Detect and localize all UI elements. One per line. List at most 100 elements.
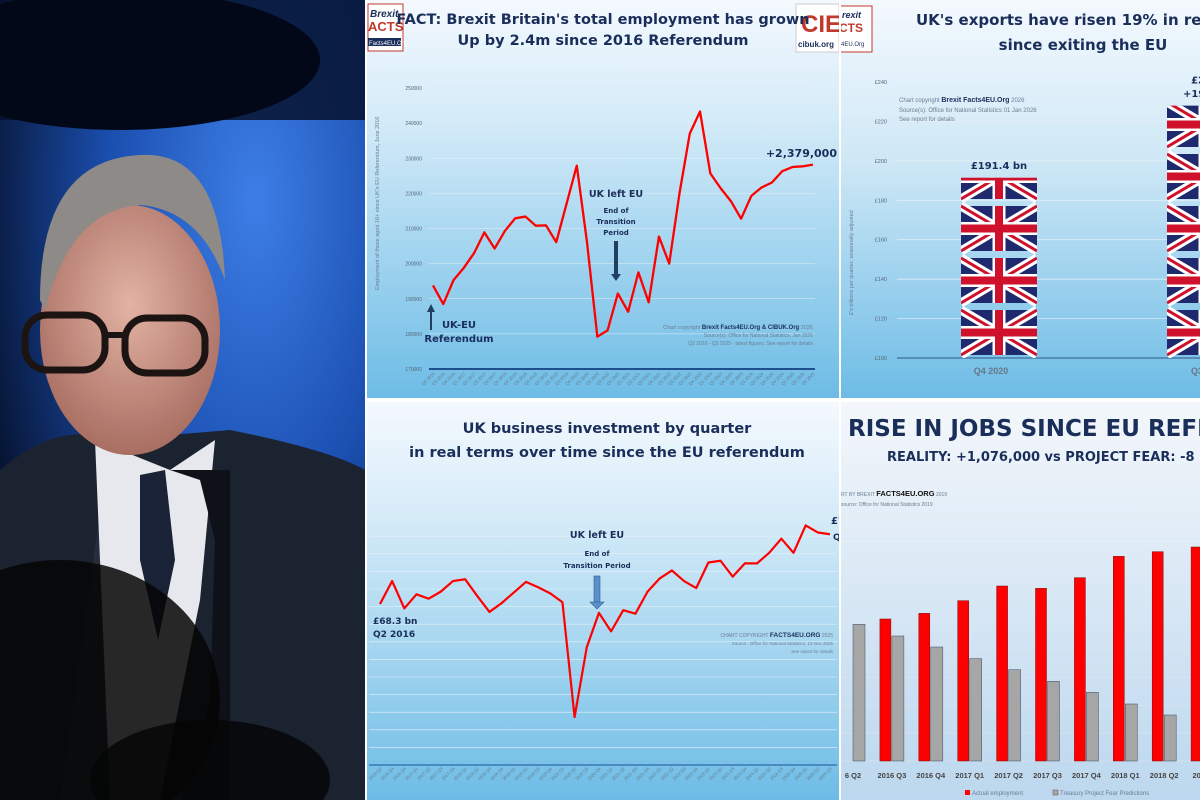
change-label: +19	[1183, 89, 1200, 100]
svg-text:Chart copyright Brexit Facts4E: Chart copyright Brexit Facts4EU.Org & CI…	[663, 325, 813, 331]
x-tick-label: 2016 Q4	[916, 771, 946, 780]
svg-text:ACTS: ACTS	[368, 19, 404, 34]
chart-title: FACT: Brexit Britain's total employment …	[396, 12, 809, 28]
x-tick-label: 2017 Q3	[1033, 771, 1062, 780]
svg-text:UK left EU: UK left EU	[589, 189, 643, 200]
union-jack-icon	[1167, 154, 1200, 199]
employment-line	[431, 110, 814, 338]
x-tick-label: 2017 Q4	[1072, 771, 1102, 780]
y-tick-label: 170000	[405, 367, 422, 373]
bar-value-label: £191.4 bn	[971, 161, 1027, 172]
credits: CHART COPYRIGHT FACTS4EU.ORG 2025 Source…	[720, 632, 833, 654]
brexit-facts-logo: Brexit ACTS Facts4EU.Org	[367, 3, 407, 52]
bar-project-fear	[1047, 681, 1060, 762]
brexit-annotation: UK left EU End of Transition Period	[589, 189, 643, 281]
union-jack-icon	[1167, 310, 1200, 355]
legend-swatch-actual	[965, 790, 970, 795]
y-tick-label: 200000	[405, 262, 422, 268]
y-tick-label: 210000	[405, 227, 422, 233]
x-tick-label: 2018 Q2	[1150, 771, 1179, 780]
x-tick-label: 2017 Q2	[994, 771, 1023, 780]
bar-project-fear	[930, 646, 944, 762]
bar-actual-employment	[1035, 588, 1047, 762]
svg-text:Q2 2016: Q2 2016	[373, 630, 415, 640]
bar-project-fear	[891, 635, 905, 762]
union-jack-icon	[1167, 102, 1200, 147]
bar-project-fear	[1008, 669, 1021, 762]
x-tick-label: Q4 2020	[974, 366, 1009, 376]
svg-text:CHART COPYRIGHT FACTS4EU.ORG 2: CHART COPYRIGHT FACTS4EU.ORG 2025	[720, 632, 833, 639]
svg-text:UK-EU: UK-EU	[442, 320, 476, 331]
brexit-facts-logo: rexit CTS 4EU.Org	[841, 5, 873, 53]
chart-title: UK business investment by quarter	[463, 421, 752, 437]
x-tick-label: Q3	[1191, 366, 1200, 376]
y-tick-label: £220	[875, 119, 887, 125]
cibuk-logo-text: cibuk.org	[798, 40, 834, 49]
svg-text:Transition: Transition	[596, 218, 635, 226]
y-tick-label: £160	[875, 238, 887, 244]
y-tick-label: 230000	[405, 156, 422, 162]
svg-text:£7: £7	[831, 516, 839, 527]
svg-text:Period: Period	[603, 229, 629, 237]
y-axis-label: Employment of those aged 16+ since UK's …	[375, 117, 381, 290]
svg-text:Source(s): Office for National: Source(s): Office for National Statistic…	[704, 333, 813, 339]
svg-text:CTS: CTS	[841, 21, 863, 35]
business-investment-chart: UK business investment by quarter in rea…	[367, 402, 839, 800]
bar-actual-employment	[957, 600, 969, 762]
x-tick-label: 6 Q2	[845, 771, 861, 780]
bar-value-label: £228	[1191, 76, 1200, 87]
legend-swatch-fear	[1052, 789, 1059, 796]
y-tick-label: 190000	[405, 297, 422, 303]
x-tick-label: 2016 Q3	[878, 771, 907, 780]
photo	[0, 0, 365, 800]
svg-text:source: Office for National St: source: Office for National Statistics 2…	[841, 502, 933, 508]
svg-text:Source : Office for National S: Source : Office for National Statistics,…	[732, 641, 834, 646]
chart-background	[367, 402, 839, 800]
x-tick-label: 2018 (	[1192, 771, 1200, 780]
union-jack-icon	[961, 206, 1037, 251]
legend-label-actual: Actual employment	[972, 791, 1023, 797]
bar-actual-employment	[879, 618, 892, 762]
chart-subtitle: in real terms over time since the EU ref…	[409, 445, 805, 461]
y-tick-label: £180	[875, 198, 887, 204]
svg-text:See report for details: See report for details	[899, 117, 955, 123]
y-tick-label: 240000	[405, 121, 422, 127]
chart-background	[367, 0, 839, 398]
svg-text:rexit: rexit	[842, 10, 862, 20]
svg-text:End of: End of	[603, 207, 629, 215]
svg-text:UK left EU: UK left EU	[570, 530, 624, 541]
y-tick-label: 250000	[405, 86, 422, 92]
employment-chart: Brexit ACTS Facts4EU.Org CIE cibuk.org F…	[367, 0, 839, 398]
chart-subtitle: since exiting the EU	[999, 36, 1168, 54]
referendum-annotation: UK-EU Referendum	[424, 304, 494, 345]
svg-text:Chart copyright Brexit Facts4E: Chart copyright Brexit Facts4EU.Org 2026	[899, 97, 1025, 104]
chart-subtitle: REALITY: +1,076,000 vs PROJECT FEAR: -8	[887, 450, 1195, 465]
svg-text:CIE: CIE	[801, 11, 839, 38]
bar-project-fear	[969, 658, 982, 762]
end-annotation: £7 Q	[831, 516, 839, 543]
svg-text:4EU.Org: 4EU.Org	[841, 42, 864, 48]
y-tick-label: £140	[875, 277, 887, 283]
svg-text:Brexit: Brexit	[370, 9, 399, 20]
brexit-annotation: UK left EU End of Transition Period	[563, 530, 631, 610]
credits: Chart copyright Brexit Facts4EU.Org 2026…	[899, 97, 1037, 123]
chart-subtitle: Up by 2.4m since 2016 Referendum	[458, 33, 749, 49]
svg-text:Q2 2016 - Q3 2025 - latest fig: Q2 2016 - Q3 2025 - latest figures. See …	[688, 341, 813, 347]
jobs-chart: RISE IN JOBS SINCE EU REFERE REALITY: +1…	[841, 402, 1200, 800]
credits: RT BY BREXIT FACTS4EU.ORG 2019 source: O…	[841, 489, 947, 508]
chart-title: RISE IN JOBS SINCE EU REFERE	[848, 416, 1200, 442]
legend: Actual employment Treasury Project Fear …	[965, 789, 1149, 797]
svg-text:Q: Q	[833, 533, 839, 543]
y-axis-label: £'s billions per quarter, seasonally adj…	[849, 210, 855, 315]
union-jack-icon	[1167, 258, 1200, 303]
x-tick-label: 2018 Q1	[1111, 771, 1140, 780]
bar-actual-employment	[918, 613, 931, 762]
union-jack-icon	[961, 310, 1037, 355]
svg-text:Referendum: Referendum	[424, 334, 493, 345]
bar-project-fear	[1086, 692, 1099, 762]
bar-project-fear	[1163, 714, 1177, 762]
svg-text:End of: End of	[584, 550, 610, 558]
start-annotation: £68.3 bn Q2 2016	[373, 617, 417, 640]
chart-title: UK's exports have risen 19% in real	[916, 11, 1200, 29]
investment-line	[379, 524, 831, 719]
